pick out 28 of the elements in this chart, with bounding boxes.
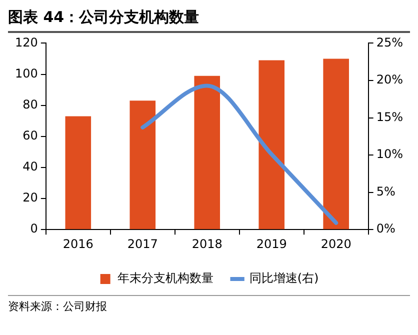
y-tick-label: 0 <box>30 222 38 236</box>
line-series <box>140 84 338 225</box>
bar <box>130 100 156 230</box>
y2-tick-label: 10% <box>376 147 403 162</box>
bar <box>65 116 92 230</box>
y2-tick-label: 0% <box>376 222 396 236</box>
chart-title: 图表 44：公司分支机构数量 <box>8 8 410 33</box>
x-tick-label: 2020 <box>320 236 352 251</box>
bar <box>194 76 220 230</box>
y2-tick-label: 5% <box>376 184 396 198</box>
y-tick-label: 40 <box>22 160 38 174</box>
legend-label: 年末分支机构数量 <box>117 271 214 286</box>
y-tick-label: 120 <box>15 35 38 50</box>
bar <box>323 58 349 230</box>
text: 资料来源：公司财报 <box>8 295 410 314</box>
bar <box>258 60 284 230</box>
y-tick-label: 80 <box>22 97 38 112</box>
x-tick-label: 2017 <box>127 236 158 251</box>
y2-tick-label: 15% <box>376 110 403 124</box>
x-tick-label: 2016 <box>62 236 94 251</box>
legend-label: 同比增速(右) <box>249 271 319 286</box>
x-tick-label: 2018 <box>192 236 222 251</box>
x-tick-label: 2019 <box>256 236 287 251</box>
y-tick-label: 100 <box>15 66 38 80</box>
y-tick-label: 60 <box>22 128 38 143</box>
y2-tick-label: 20% <box>376 72 403 87</box>
y-tick-label: 20 <box>22 190 38 205</box>
y2-tick-label: 25% <box>376 35 403 50</box>
